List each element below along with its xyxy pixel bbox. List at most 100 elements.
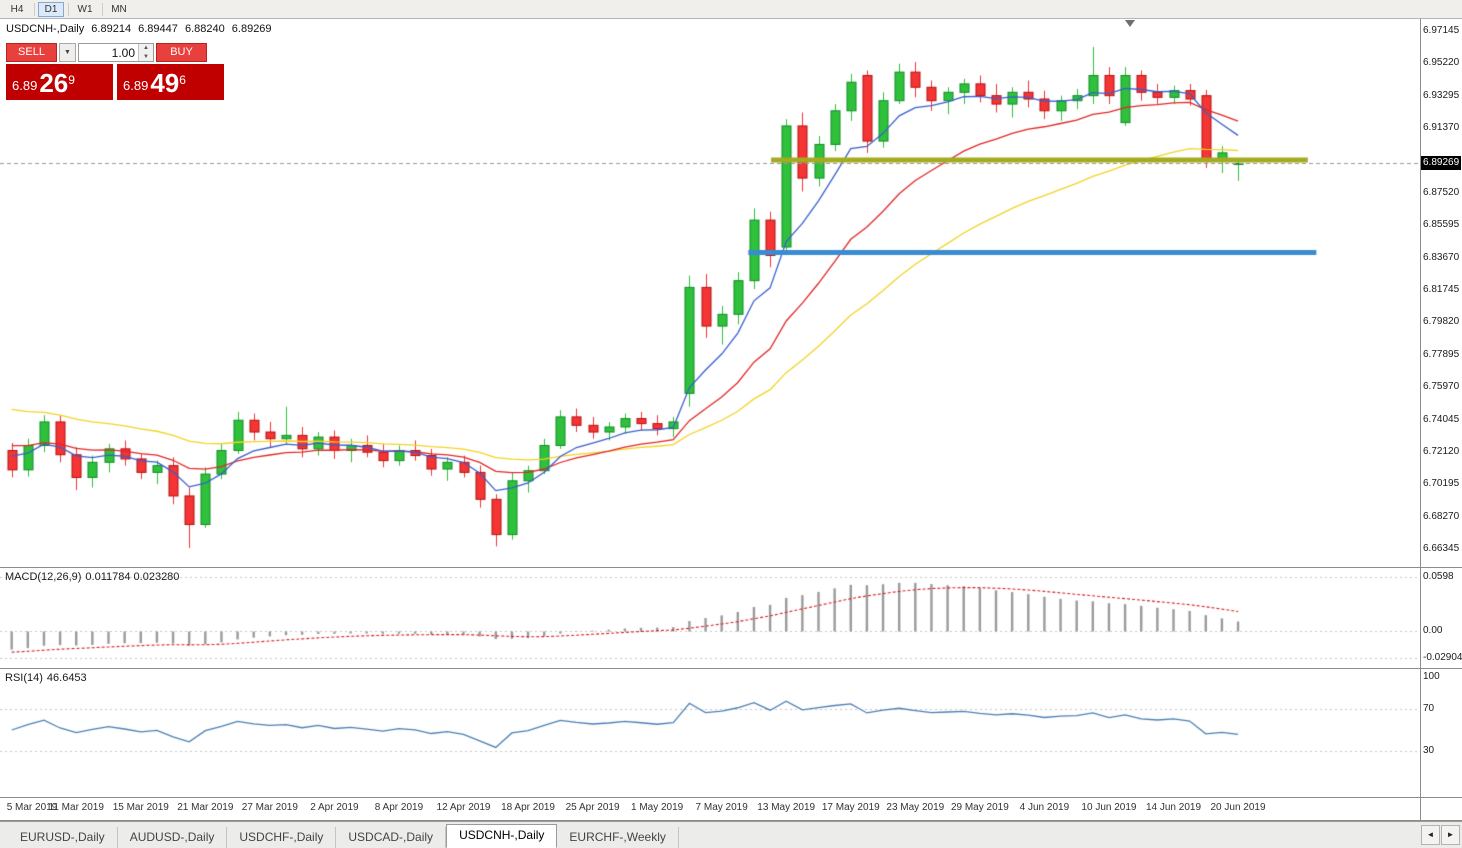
rsi-title: RSI(14) — [5, 672, 43, 684]
date-axis-label: 20 Jun 2019 — [1210, 802, 1266, 813]
sell-price-display[interactable]: 6.89 26 9 — [6, 64, 113, 100]
macd-axis: 0.0598 0.00 -0.029049 — [1420, 568, 1462, 668]
price-axis-label: 6.70195 — [1423, 478, 1460, 490]
date-axis-label: 8 Apr 2019 — [374, 802, 424, 813]
spin-down-icon[interactable]: ▼ — [139, 52, 153, 61]
sell-price-big: 26 — [39, 68, 69, 98]
date-axis-label: 14 Jun 2019 — [1145, 802, 1202, 813]
buy-button[interactable]: BUY — [156, 43, 207, 62]
price-axis-label: 6.97145 — [1423, 25, 1460, 36]
trade-options-dropdown[interactable]: ▼ — [59, 43, 76, 62]
price-axis-label: 6.83670 — [1423, 251, 1460, 263]
date-axis-label: 29 May 2019 — [950, 802, 1009, 813]
price-axis-label: 6.91370 — [1423, 122, 1460, 134]
tab-scroll-left-button[interactable]: ◄ — [1421, 825, 1440, 845]
chart-tab-bar: EURUSD-,Daily AUDUSD-,Daily USDCHF-,Daily U… — [0, 821, 1462, 848]
macd-label: MACD(12,26,9) 0.011784 0.023280 — [5, 571, 183, 583]
current-price-badge: 6.89269 — [1421, 156, 1461, 171]
chart-tab-eurchf-weekly[interactable]: EURCHF-,Weekly — [557, 827, 679, 848]
date-axis-label: 7 May 2019 — [695, 802, 748, 813]
one-click-trading-panel: SELL ▼ ▲ ▼ BUY 6.89 — [6, 43, 224, 100]
toolbar-separator — [34, 2, 35, 16]
volume-input[interactable] — [79, 44, 138, 61]
date-axis[interactable]: 5 Mar 2019 11 Mar 2019 15 Mar 2019 21 Mar 2… — [0, 798, 1420, 820]
date-axis-label: 27 Mar 2019 — [241, 802, 298, 813]
tab-scroll-buttons: ◄ ► — [1420, 825, 1460, 845]
date-axis-label: 1 May 2019 — [630, 802, 684, 813]
macd-title: MACD(12,26,9) — [5, 571, 82, 583]
buy-price-display[interactable]: 6.89 49 6 — [117, 64, 224, 100]
price-axis-label: 6.66345 — [1423, 543, 1460, 554]
buy-price-sup: 6 — [179, 73, 186, 87]
chart-tab-usdcad-daily[interactable]: USDCAD-,Daily — [336, 827, 447, 848]
sell-price-small: 6.89 — [12, 78, 38, 93]
timeframe-d1-button[interactable]: D1 — [38, 1, 64, 17]
macd-axis-label: 0.00 — [1423, 625, 1443, 637]
main-chart-canvas[interactable] — [0, 19, 1420, 567]
date-axis-label: 15 Mar 2019 — [112, 802, 169, 813]
price-axis-label: 6.72120 — [1423, 445, 1460, 457]
sell-button[interactable]: SELL — [6, 43, 57, 62]
date-axis-label: 5 Mar 2019 — [6, 802, 58, 813]
chart-tab-usdchf-daily[interactable]: USDCHF-,Daily — [227, 827, 337, 848]
price-axis-label: 6.81745 — [1423, 284, 1460, 295]
spin-up-icon[interactable]: ▲ — [139, 44, 153, 53]
volume-stepper: ▲ ▼ — [138, 44, 153, 61]
date-axis-row: 5 Mar 2019 11 Mar 2019 15 Mar 2019 21 Mar 2… — [0, 798, 1462, 821]
macd-canvas[interactable] — [0, 568, 1420, 668]
buy-price-big: 49 — [150, 68, 180, 98]
rsi-values: 46.6453 — [46, 672, 87, 684]
price-axis-label: 6.75970 — [1423, 381, 1460, 393]
price-axis-label: 6.87520 — [1423, 186, 1460, 198]
date-axis-label: 10 Jun 2019 — [1081, 802, 1137, 813]
chart-high-value: 6.89447 — [138, 23, 178, 35]
toolbar-separator — [68, 2, 69, 16]
chart-header: USDCNH-,Daily 6.89214 6.89447 6.88240 6.… — [6, 23, 276, 35]
rsi-axis-label: 70 — [1423, 702, 1435, 714]
timeframe-h4-button[interactable]: H4 — [4, 2, 30, 17]
date-axis-label: 13 May 2019 — [757, 802, 816, 813]
volume-box: ▲ ▼ — [78, 43, 154, 62]
chart-open-value: 6.89214 — [91, 23, 132, 35]
chart-close-value: 6.89269 — [231, 23, 272, 35]
date-axis-label: 4 Jun 2019 — [1019, 802, 1070, 813]
date-axis-label: 2 Apr 2019 — [310, 802, 359, 813]
chart-low-value: 6.88240 — [184, 23, 225, 35]
rsi-axis-label: 100 — [1423, 671, 1440, 682]
chart-tab-audusd-daily[interactable]: AUDUSD-,Daily — [118, 827, 228, 848]
macd-axis-label: -0.029049 — [1423, 651, 1462, 663]
price-axis-label: 6.95220 — [1423, 57, 1460, 69]
rsi-axis-label: 30 — [1423, 745, 1435, 757]
rsi-axis: 100 70 30 — [1420, 669, 1460, 797]
price-axis-label: 6.79820 — [1423, 316, 1460, 328]
sell-price-sup: 9 — [68, 73, 75, 87]
scroll-right-icon: ► — [1446, 830, 1455, 839]
scroll-left-icon: ◄ — [1426, 830, 1435, 839]
price-axis-label: 6.74045 — [1423, 413, 1460, 425]
price-axis-label: 6.93295 — [1423, 89, 1460, 101]
toolbar-separator — [102, 2, 103, 16]
buy-price-small: 6.89 — [123, 78, 149, 93]
timeframe-group: H4 D1 W1 MN — [4, 1, 133, 17]
rsi-label: RSI(14) 46.6453 — [5, 672, 91, 684]
chart-tab-usdcnh-daily[interactable]: USDCNH-,Daily — [446, 824, 558, 848]
price-axis-label: 6.85595 — [1423, 219, 1460, 231]
chart-symbol-label: USDCNH-,Daily — [6, 23, 85, 35]
date-axis-corner — [1420, 798, 1460, 820]
macd-values: 0.011784 0.023280 — [85, 571, 180, 583]
tab-scroll-right-button[interactable]: ► — [1441, 825, 1460, 845]
rsi-canvas[interactable] — [0, 669, 1420, 797]
date-axis-label: 25 Apr 2019 — [565, 802, 620, 813]
date-axis-label: 12 Apr 2019 — [436, 802, 491, 813]
chevron-down-icon: ▼ — [64, 49, 71, 56]
rsi-panel: RSI(14) 46.6453 100 70 30 — [0, 669, 1462, 798]
date-axis-label: 17 May 2019 — [821, 802, 880, 813]
timeframe-w1-button[interactable]: W1 — [72, 2, 98, 17]
chart-tab-eurusd-daily[interactable]: EURUSD-,Daily — [8, 827, 118, 848]
price-axis[interactable]: 6.89269 6.97145 6.95220 6.93295 6.91370 6.87… — [1420, 19, 1461, 567]
date-axis-label: 18 Apr 2019 — [501, 802, 555, 813]
chart-shift-marker[interactable] — [1125, 20, 1135, 27]
timeframe-mn-button[interactable]: MN — [106, 2, 132, 17]
period-toolbar: H4 D1 W1 MN — [0, 0, 1462, 19]
